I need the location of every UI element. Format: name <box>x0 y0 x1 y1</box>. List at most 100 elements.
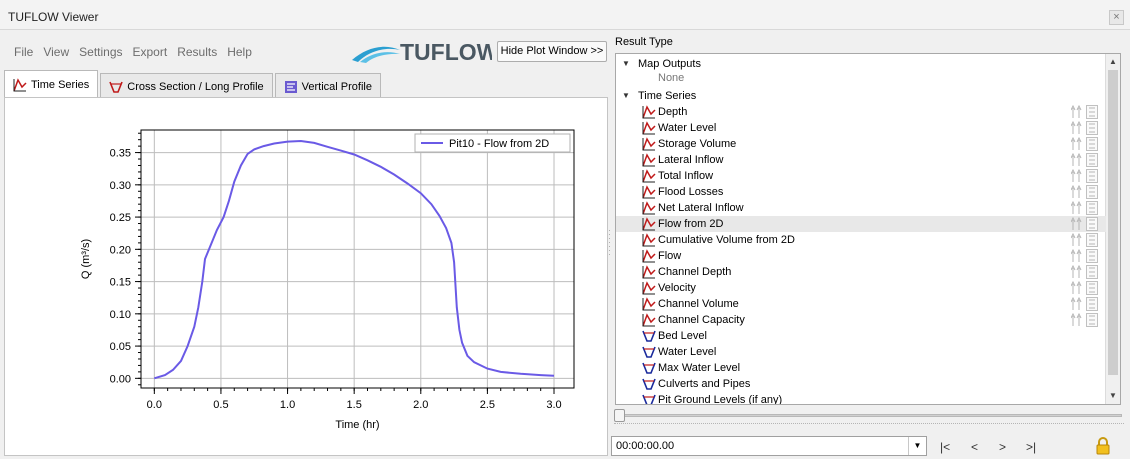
result-item[interactable]: Total Inflow <box>616 168 1106 184</box>
menu-view[interactable]: View <box>43 45 70 59</box>
secondary-axis-icon[interactable] <box>1086 153 1098 172</box>
menu-results[interactable]: Results <box>177 45 218 59</box>
result-type-tree[interactable]: ▲ ▼ ▼ Map Outputs None ▼ Time Series Depth Wat… <box>615 53 1121 405</box>
tab-time-series[interactable]: Time Series <box>4 70 99 99</box>
max-marker-icon[interactable] <box>1070 232 1083 252</box>
secondary-axis-icon[interactable] <box>1086 137 1098 156</box>
max-marker-icon[interactable] <box>1070 264 1083 284</box>
result-item[interactable]: Channel Volume <box>616 296 1106 312</box>
last-timestep-button[interactable]: >| <box>1026 440 1037 454</box>
max-marker-icon[interactable] <box>1070 248 1083 268</box>
secondary-axis-icons[interactable] <box>1070 312 1098 332</box>
scroll-up-arrow-icon[interactable]: ▲ <box>1109 57 1117 66</box>
result-item[interactable]: Net Lateral Inflow <box>616 200 1106 216</box>
x-tick-label: 1.0 <box>280 399 295 411</box>
result-item[interactable]: Channel Depth <box>616 264 1106 280</box>
secondary-axis-icon[interactable] <box>1086 201 1098 220</box>
max-marker-icon[interactable] <box>1070 296 1083 316</box>
splitter-handle[interactable] <box>609 230 611 260</box>
time-combobox[interactable]: 00:00:00.00 ▼ <box>611 436 927 456</box>
secondary-axis-icons[interactable] <box>1070 152 1098 172</box>
secondary-axis-icons[interactable] <box>1070 168 1098 188</box>
chevron-down-icon[interactable]: ▼ <box>908 437 926 455</box>
secondary-axis-icons[interactable] <box>1070 104 1098 124</box>
expand-arrow-icon[interactable]: ▼ <box>622 59 630 68</box>
result-item[interactable]: Flow <box>616 248 1106 264</box>
max-marker-icon[interactable] <box>1070 200 1083 220</box>
result-item[interactable]: Water Level <box>616 120 1106 136</box>
result-item[interactable]: Lateral Inflow <box>616 152 1106 168</box>
timeseries-icon <box>642 185 656 204</box>
group-label: Time Series <box>638 90 697 102</box>
result-item[interactable]: Flow from 2D <box>616 216 1106 232</box>
secondary-axis-icon[interactable] <box>1086 169 1098 188</box>
secondary-axis-icon[interactable] <box>1086 281 1098 300</box>
secondary-axis-icon[interactable] <box>1086 313 1098 332</box>
secondary-axis-icon[interactable] <box>1086 105 1098 124</box>
secondary-axis-icons[interactable] <box>1070 296 1098 316</box>
max-marker-icon[interactable] <box>1070 312 1083 332</box>
secondary-axis-icon[interactable] <box>1086 265 1098 284</box>
result-item-label: Flow <box>658 250 682 262</box>
tree-scrollbar[interactable]: ▲ ▼ <box>1105 54 1120 404</box>
max-marker-icon[interactable] <box>1070 104 1083 124</box>
result-item[interactable]: Storage Volume <box>616 136 1106 152</box>
next-timestep-button[interactable]: > <box>999 440 1007 454</box>
previous-timestep-button[interactable]: < <box>971 440 979 454</box>
secondary-axis-icon[interactable] <box>1086 297 1098 316</box>
close-button[interactable]: × <box>1109 10 1124 25</box>
secondary-axis-icons[interactable] <box>1070 120 1098 140</box>
result-item[interactable]: Water Level <box>616 344 1106 360</box>
first-timestep-button[interactable]: |< <box>940 440 951 454</box>
result-item[interactable]: Cumulative Volume from 2D <box>616 232 1106 248</box>
secondary-axis-icons[interactable] <box>1070 280 1098 300</box>
scroll-thumb[interactable] <box>1108 70 1118 375</box>
result-item[interactable]: Max Water Level <box>616 360 1106 376</box>
secondary-axis-icon[interactable] <box>1086 233 1098 252</box>
secondary-axis-icons[interactable] <box>1070 232 1098 252</box>
slider-handle[interactable] <box>614 409 625 422</box>
result-item[interactable]: Flood Losses <box>616 184 1106 200</box>
tree-group-map-outputs[interactable]: ▼ Map Outputs <box>616 56 1096 72</box>
max-marker-icon[interactable] <box>1070 280 1083 300</box>
time-value: 00:00:00.00 <box>616 440 675 452</box>
secondary-axis-icons[interactable] <box>1070 184 1098 204</box>
result-item[interactable]: Depth <box>616 104 1106 120</box>
secondary-axis-icon[interactable] <box>1086 185 1098 204</box>
result-item[interactable]: Velocity <box>616 280 1106 296</box>
hide-plot-window-button[interactable]: Hide Plot Window >> <box>497 41 607 62</box>
secondary-axis-icon[interactable] <box>1086 121 1098 140</box>
result-item[interactable]: Pit Ground Levels (if any) <box>616 392 1106 405</box>
secondary-axis-icons[interactable] <box>1070 248 1098 268</box>
tab-cross-section-long-profile[interactable]: Cross Section / Long Profile <box>100 73 273 99</box>
lock-icon[interactable] <box>1093 436 1113 456</box>
result-item[interactable]: Bed Level <box>616 328 1106 344</box>
scroll-down-arrow-icon[interactable]: ▼ <box>1109 391 1117 400</box>
tab-vertical-profile[interactable]: Vertical Profile <box>274 73 381 99</box>
expand-arrow-icon[interactable]: ▼ <box>622 91 630 100</box>
secondary-axis-icon[interactable] <box>1086 249 1098 268</box>
tree-group-time-series[interactable]: ▼ Time Series <box>616 88 1096 104</box>
secondary-axis-icons[interactable] <box>1070 136 1098 156</box>
max-marker-icon[interactable] <box>1070 152 1083 172</box>
menu-settings[interactable]: Settings <box>79 45 123 59</box>
title-bar: TUFLOW Viewer × <box>0 0 1130 30</box>
secondary-axis-icons[interactable] <box>1070 200 1098 220</box>
timeseries-icon <box>642 137 656 156</box>
secondary-axis-icon[interactable] <box>1086 217 1098 236</box>
menu-file[interactable]: File <box>14 45 34 59</box>
menu-help[interactable]: Help <box>227 45 252 59</box>
menu-export[interactable]: Export <box>132 45 168 59</box>
max-marker-icon[interactable] <box>1070 120 1083 140</box>
result-item-label: Pit Ground Levels (if any) <box>658 394 783 405</box>
max-marker-icon[interactable] <box>1070 136 1083 156</box>
result-item[interactable]: Channel Capacity <box>616 312 1106 328</box>
max-marker-icon[interactable] <box>1070 168 1083 188</box>
result-item[interactable]: Culverts and Pipes <box>616 376 1106 392</box>
secondary-axis-icons[interactable] <box>1070 264 1098 284</box>
y-axis-label: Q (m³/s) <box>80 239 92 279</box>
time-slider[interactable] <box>614 409 1124 422</box>
secondary-axis-icons[interactable] <box>1070 216 1098 236</box>
max-marker-icon[interactable] <box>1070 184 1083 204</box>
max-marker-icon[interactable] <box>1070 216 1083 236</box>
